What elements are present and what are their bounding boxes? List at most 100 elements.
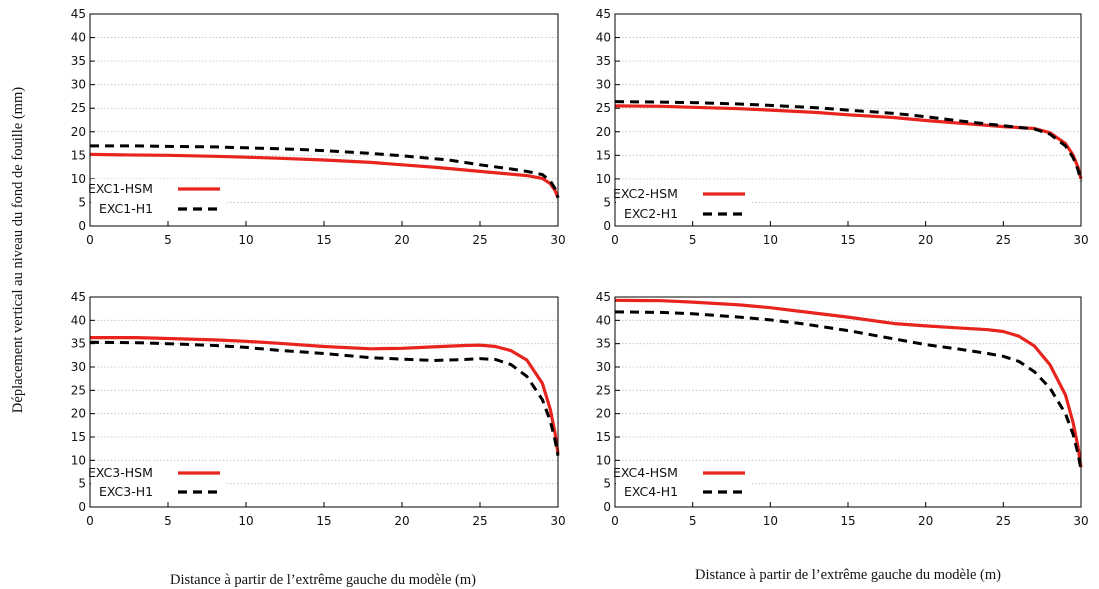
plot-frame [614,13,1082,227]
x-tick-label: 30 [550,233,565,247]
legend-label: EXC3-HSM [88,465,153,480]
plot-frame [614,296,1082,508]
y-tick-label: 35 [71,337,86,351]
legend-background [616,463,752,496]
y-tick-label: 40 [596,31,611,45]
x-tick-label: 5 [164,233,172,247]
x-tick-label: 15 [840,233,855,247]
x-tick-label: 25 [472,514,487,528]
legend-background [91,463,227,496]
x-tick-label: 20 [394,233,409,247]
x-tick-label: 0 [611,233,619,247]
x-tick-label: 0 [611,514,619,528]
y-tick-label: 5 [78,477,86,491]
x-tick-label: 30 [550,514,565,528]
legend-label: EXC1-HSM [88,181,153,196]
y-tick-label: 40 [71,31,86,45]
y-tick-label: 35 [596,54,611,68]
y-tick-label: 30 [71,78,86,92]
y-tick-label: 40 [71,313,86,327]
y-tick-label: 35 [71,54,86,68]
x-tick-label: 25 [472,233,487,247]
legend-label: EXC2-H1 [624,206,678,221]
series-line-exc3-h1 [89,340,560,456]
y-tick-label: 5 [78,195,86,209]
legend: EXC4-HSM EXC4-H1 [613,463,752,499]
y-tick-label: 10 [71,453,86,467]
x-tick-label: 20 [918,233,933,247]
legend-label: EXC2-HSM [613,186,678,201]
legend-background [616,184,752,218]
x-tick-label: 10 [763,514,778,528]
y-tick-label: 5 [603,195,611,209]
x-tick-label: 30 [1073,514,1088,528]
legend: EXC3-HSM EXC3-H1 [88,463,227,499]
plot-frame [89,296,559,508]
legend-label: EXC4-HSM [613,465,678,480]
y-tick-label: 30 [71,360,86,374]
series-line-exc2-hsm [614,104,1083,180]
x-tick-label: 10 [238,233,253,247]
x-tick-label: 25 [996,514,1011,528]
x-tick-label: 0 [86,514,94,528]
series-line-exc4-hsm [614,298,1083,468]
series-line-exc3-hsm [90,336,560,454]
y-tick-label: 15 [596,430,611,444]
x-tick-label: 5 [164,514,172,528]
y-tick-label: 0 [603,500,611,514]
x-tick-label: 25 [996,233,1011,247]
y-tick-label: 15 [71,430,86,444]
y-tick-label: 15 [596,148,611,162]
legend: EXC1-HSM EXC1-H1 [88,179,227,216]
y-tick-label: 25 [71,383,86,397]
x-tick-label: 10 [763,233,778,247]
y-tick-label: 20 [71,125,86,139]
y-tick-label: 45 [71,7,86,21]
y-tick-label: 25 [596,383,611,397]
x-tick-label: 10 [238,514,253,528]
y-tick-label: 10 [71,172,86,186]
x-tick-label: 20 [394,514,409,528]
x-axis-title-right: Distance à partir de l’extrême gauche du… [695,567,1001,583]
y-tick-label: 10 [596,453,611,467]
y-tick-label: 10 [596,172,611,186]
legend-label: EXC4-H1 [624,484,678,499]
series-line-exc1-hsm [89,152,560,199]
legend-background [91,179,227,213]
x-tick-label: 15 [316,514,331,528]
y-tick-label: 45 [596,290,611,304]
x-tick-label: 5 [689,514,697,528]
legend-label: EXC1-H1 [99,201,153,216]
y-tick-label: 0 [78,500,86,514]
y-tick-label: 25 [71,101,86,115]
y-tick-label: 0 [78,219,86,233]
x-axis-title-left: Distance à partir de l’extrême gauche du… [170,572,476,588]
y-tick-label: 35 [596,337,611,351]
y-tick-label: 20 [596,407,611,421]
x-tick-label: 20 [918,514,933,528]
y-tick-label: 30 [596,78,611,92]
y-tick-label: 5 [603,477,611,491]
y-tick-label: 45 [71,290,86,304]
x-tick-label: 15 [316,233,331,247]
x-tick-label: 5 [689,233,697,247]
y-tick-label: 45 [596,7,611,21]
plot-frame [89,13,559,227]
y-tick-label: 30 [596,360,611,374]
series-line-exc2-h1 [614,100,1083,182]
y-axis-title: Déplacement vertical au niveau du fond d… [10,87,26,413]
x-tick-label: 0 [86,233,94,247]
y-tick-label: 0 [603,219,611,233]
legend-label: EXC3-H1 [99,484,153,499]
x-tick-label: 15 [840,514,855,528]
series-line-exc4-h1 [614,310,1083,470]
x-tick-label: 30 [1073,233,1088,247]
y-tick-label: 20 [596,125,611,139]
y-tick-label: 40 [596,313,611,327]
